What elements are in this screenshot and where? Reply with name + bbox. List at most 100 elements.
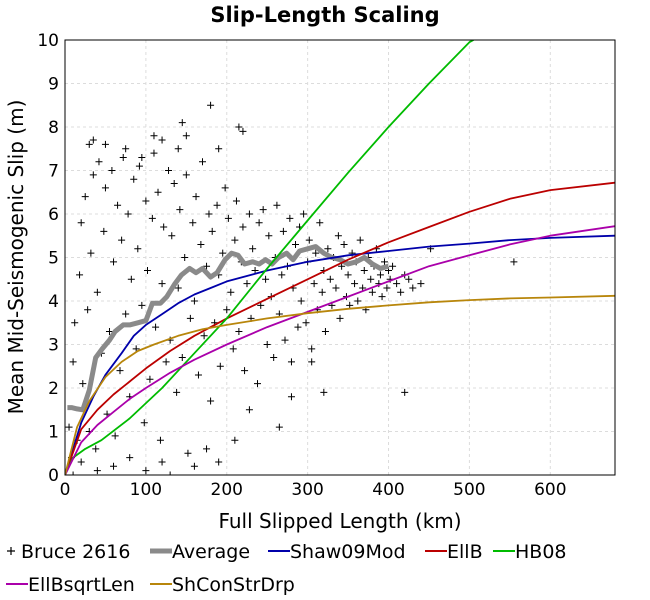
scatter-point [245, 210, 253, 218]
scatter-point [158, 136, 166, 144]
scatter-point [389, 262, 397, 270]
y-tick-label: 0 [48, 466, 59, 486]
scatter-point [160, 223, 168, 231]
scatter-point [76, 271, 84, 279]
scatter-point [200, 332, 208, 340]
scatter-point [241, 367, 249, 375]
scatter-point [71, 319, 79, 327]
legend-entry: Average [150, 541, 250, 563]
scatter-point [110, 258, 118, 266]
scatter-point [383, 284, 391, 292]
scatter-point [324, 245, 332, 253]
scatter-point [124, 210, 132, 218]
scatter-point [122, 310, 130, 318]
scatter-point [405, 275, 413, 283]
scatter-point [334, 232, 342, 240]
scatter-point [203, 262, 211, 270]
scatter-point [85, 140, 93, 148]
scatter-point [207, 101, 215, 109]
plot-frame [64, 39, 616, 476]
scatter-point [118, 236, 126, 244]
y-tick-label: 6 [48, 205, 59, 225]
scatter-point [294, 323, 302, 331]
scatter-point [265, 232, 273, 240]
scatter-point [401, 388, 409, 396]
scatter-point [192, 193, 200, 201]
scatter-point [158, 280, 166, 288]
scatter-point [174, 284, 182, 292]
legend-entry: Bruce 2616 [7, 541, 130, 563]
scatter-point [215, 145, 223, 153]
scatter-point [279, 227, 287, 235]
scatter-point [255, 219, 263, 227]
scatter-point [92, 445, 100, 453]
scatter-point [101, 140, 109, 148]
gridlines [65, 40, 615, 475]
scatter-point [178, 119, 186, 127]
legend-label: Average [172, 541, 250, 563]
scatter-point [126, 454, 134, 462]
y-tick-label: 8 [48, 118, 59, 138]
series-line-average [67, 244, 390, 413]
scatter-point [205, 210, 213, 218]
scatter-point [165, 167, 173, 174]
scatter-point [89, 136, 97, 144]
scatter-point [326, 275, 334, 283]
y-tick-label: 3 [48, 336, 59, 356]
scatter-point [77, 219, 85, 227]
chart-title: Slip-Length Scaling [210, 3, 439, 27]
scatter-point [182, 171, 190, 179]
scatter-point [356, 236, 364, 244]
scatter-point [292, 240, 300, 248]
scatter-point [310, 280, 318, 288]
scatter-point [116, 367, 124, 375]
scatter-point [127, 275, 135, 283]
axis-ticks: 0 100 200 300 400 500 600 0 1 2 3 4 5 6 7 8 9 10 [37, 31, 566, 500]
scatter-point [378, 293, 386, 301]
scatter-point [245, 406, 253, 414]
scatter-point [119, 153, 127, 161]
scatter-point [308, 345, 316, 353]
scatter-point [181, 254, 189, 261]
scatter-point [376, 271, 384, 279]
scatter-point [300, 210, 308, 218]
scatter-point [142, 197, 150, 205]
scatter-point [134, 245, 142, 253]
scatter-point [178, 354, 186, 362]
y-tick-label: 5 [48, 249, 59, 269]
scatter-point [239, 127, 247, 135]
scatter-point [231, 236, 239, 244]
scatter-point [79, 380, 87, 388]
legend-label: HB08 [515, 541, 567, 563]
scatter-point [173, 388, 181, 396]
legend-label: EllB [447, 541, 483, 563]
scatter-point [278, 271, 286, 279]
legend: Bruce 2616 Average Shaw09Mod EllB HB08 EllBsq… [6, 541, 567, 596]
legend-label: Shaw09Mod [290, 541, 406, 563]
legend-entry: EllBsqrtLen [6, 574, 135, 596]
scatter-point [216, 362, 224, 370]
scatter-point [189, 219, 197, 227]
y-tick-label: 2 [48, 379, 59, 399]
scatter-point [232, 197, 240, 205]
scatter-point [249, 245, 257, 253]
scatter-point [156, 436, 164, 444]
scatter-point [257, 301, 265, 309]
scatter-point [208, 227, 216, 235]
scatter-point [223, 306, 231, 314]
scatter-point [190, 462, 198, 470]
scatter-point [231, 436, 239, 444]
scatter-point [273, 201, 281, 209]
scatter-point [150, 149, 158, 157]
x-tick-label: 500 [453, 480, 485, 500]
x-axis-label: Full Slipped Length (km) [218, 509, 461, 533]
scatter-point [281, 336, 289, 344]
scatter-point [221, 184, 229, 192]
legend-label: EllBsqrtLen [28, 574, 135, 596]
scatter-point [93, 467, 101, 475]
scatter-point [297, 297, 305, 305]
y-axis-label: Mean Mid-Seismogenic Slip (m) [4, 100, 28, 415]
scatter-point [111, 432, 119, 440]
plot-area [65, 40, 615, 475]
scatter-point [142, 467, 150, 475]
